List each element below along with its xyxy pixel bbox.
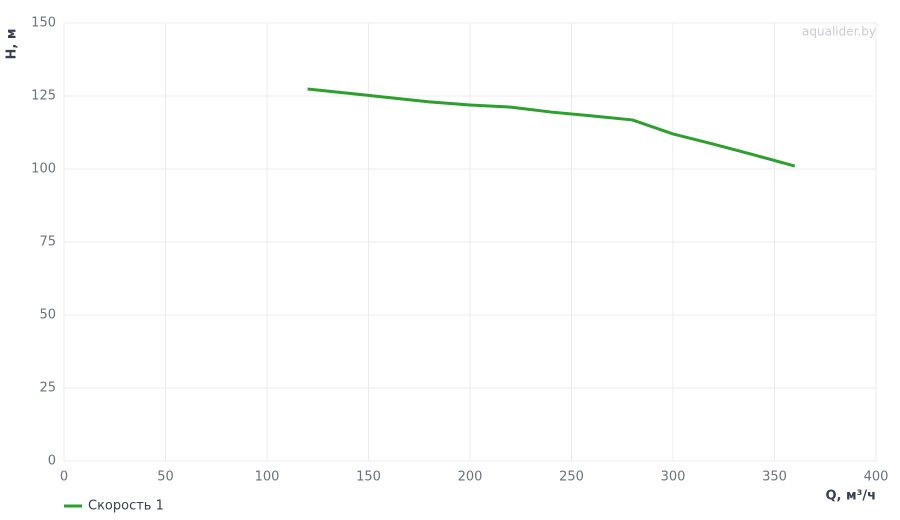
legend-label: Скорость 1 [88, 499, 164, 514]
x-tick-label: 400 [864, 470, 889, 485]
x-tick-label: 200 [458, 470, 483, 485]
data-line [307, 87, 796, 168]
x-tick-label: 0 [60, 470, 68, 485]
x-tick-label: 350 [762, 470, 787, 485]
x-axis-label: Q, м³/ч [825, 489, 876, 504]
x-tick-label: 150 [356, 470, 381, 485]
x-tick-label: 50 [157, 470, 174, 485]
y-tick-label: 25 [39, 381, 56, 396]
y-tick-label: 0 [48, 454, 56, 469]
x-tick-label: 100 [255, 470, 280, 485]
watermark: aqualider.by [802, 25, 876, 39]
y-tick-label: 100 [31, 162, 56, 177]
y-tick-label: 150 [31, 16, 56, 31]
x-tick-label: 250 [559, 470, 584, 485]
y-tick-label: 75 [39, 235, 56, 250]
y-tick-label: 125 [31, 89, 56, 104]
y-axis-label: H, м [5, 29, 20, 60]
x-tick-label: 300 [661, 470, 686, 485]
y-tick-label: 50 [39, 308, 56, 323]
